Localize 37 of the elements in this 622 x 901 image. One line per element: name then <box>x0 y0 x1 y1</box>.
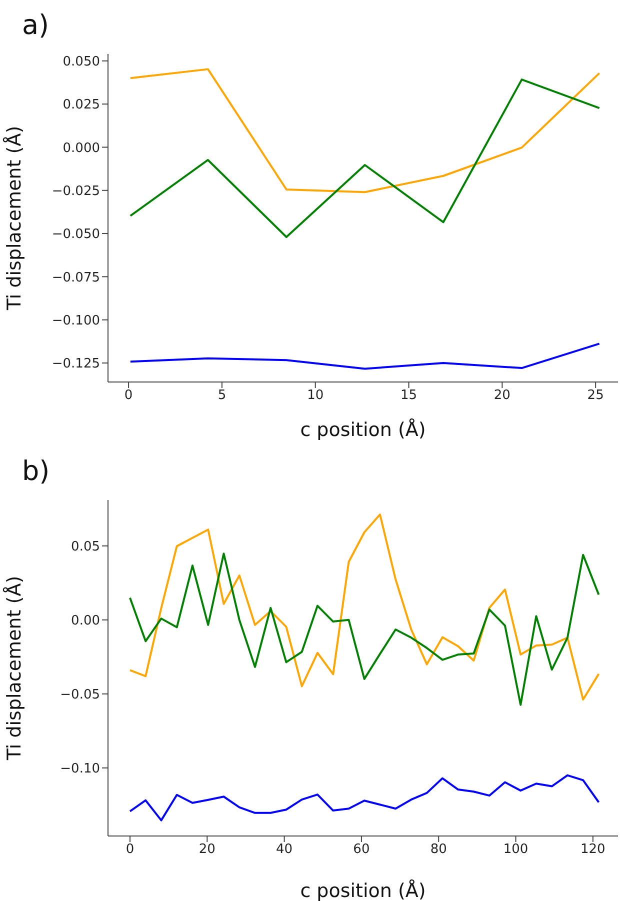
y-tick-label: −0.050 <box>52 227 100 242</box>
chart-title: b) <box>22 456 50 487</box>
x-tick-label: 0 <box>126 842 134 858</box>
x-tick-label: 10 <box>307 388 324 404</box>
y-tick-label: 0.00 <box>71 614 100 629</box>
x-tick-label: 100 <box>503 842 528 858</box>
x-axis-title: c position (Å) <box>300 879 426 901</box>
x-tick-label: 20 <box>494 388 510 404</box>
y-tick-label: 0.05 <box>71 540 100 554</box>
y-tick-label: −0.10 <box>60 762 100 777</box>
x-tick-label: 5 <box>218 388 226 404</box>
x-tick-label: 25 <box>587 388 604 404</box>
y-tick-label: −0.05 <box>60 688 100 703</box>
x-tick-label: 20 <box>198 842 216 858</box>
y-tick-label: 0.025 <box>62 98 100 113</box>
line-series <box>128 552 600 706</box>
x-tick-label: 120 <box>580 842 606 858</box>
line-series <box>129 78 600 238</box>
y-tick-label: −0.125 <box>52 356 100 372</box>
x-axis-title: c position (Å) <box>300 418 426 441</box>
x-tick-label: 0 <box>124 388 133 404</box>
line-series <box>129 68 600 194</box>
y-axis-title: Ti displacement (Å) <box>2 126 26 312</box>
x-tick-label: 15 <box>400 388 418 404</box>
line-series <box>129 342 600 370</box>
line-series <box>128 774 600 822</box>
line-series <box>128 514 600 701</box>
y-tick-label: 0.050 <box>62 54 100 70</box>
x-tick-label: 80 <box>430 842 447 858</box>
y-axis-title: Ti displacement (Å) <box>2 576 26 762</box>
chart-title: a) <box>22 10 50 41</box>
y-tick-label: −0.025 <box>52 184 100 199</box>
y-tick-label: −0.075 <box>52 270 100 286</box>
x-tick-label: 40 <box>276 842 293 858</box>
x-tick-label: 60 <box>353 842 370 858</box>
y-tick-label: 0.000 <box>62 140 100 156</box>
y-tick-label: −0.100 <box>52 313 100 328</box>
